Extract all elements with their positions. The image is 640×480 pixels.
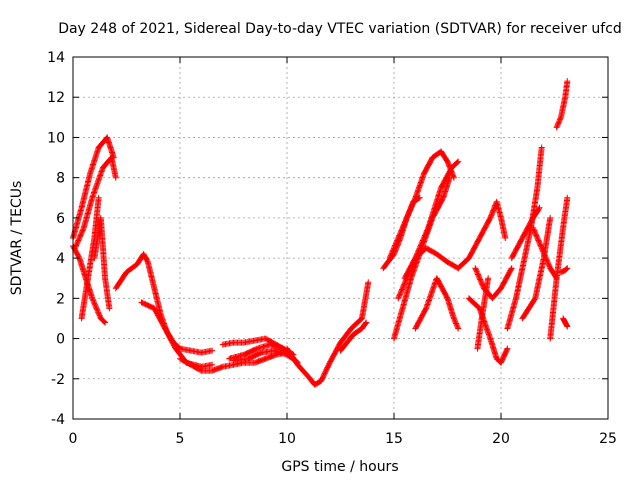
x-tick-label-2: 10 xyxy=(278,431,296,447)
axis-ticks: 0 5 10 15 20 25 -4 -2 0 2 4 6 8 10 12 14 xyxy=(47,50,617,447)
y-tick-label-1: -2 xyxy=(51,372,65,388)
series-t24 xyxy=(474,275,492,352)
y-tick-label-5: 6 xyxy=(56,211,65,227)
x-axis-label: GPS time / hours xyxy=(281,459,398,475)
y-tick-label-9: 14 xyxy=(47,50,65,66)
y-tick-label-7: 10 xyxy=(47,130,65,146)
series-t7 xyxy=(138,299,216,356)
series-t15 xyxy=(386,148,457,262)
y-tick-label-3: 2 xyxy=(56,291,65,307)
x-tick-label-3: 15 xyxy=(385,431,403,447)
x-tick-label-0: 0 xyxy=(69,431,78,447)
series-t4 xyxy=(78,194,102,322)
series-t13 xyxy=(337,319,370,354)
y-tick-label-2: 0 xyxy=(56,332,65,348)
data-points xyxy=(70,78,571,388)
series-t26 xyxy=(508,204,543,262)
x-tick-label-5: 25 xyxy=(599,431,617,447)
series-t23 xyxy=(472,265,515,302)
series-t29 xyxy=(547,194,571,342)
series-t19 xyxy=(412,275,462,332)
series-t20 xyxy=(418,174,453,252)
series-t18 xyxy=(401,245,462,282)
chart-title: Day 248 of 2021, Sidereal Day-to-day VTE… xyxy=(58,21,622,37)
y-tick-label-8: 12 xyxy=(47,90,65,106)
plot-frame xyxy=(72,56,609,420)
series-t28 xyxy=(530,224,560,282)
grid-lines xyxy=(73,57,608,419)
x-tick-label-4: 20 xyxy=(492,431,510,447)
y-tick-label-6: 8 xyxy=(56,171,65,187)
series-t22 xyxy=(465,295,511,366)
series-t32 xyxy=(560,315,571,330)
y-axis-label: SDTVAR / TECUs xyxy=(9,181,25,296)
series-t5 xyxy=(91,214,113,312)
series-t16 xyxy=(391,245,425,342)
x-tick-label-1: 5 xyxy=(176,431,185,447)
series-t12 xyxy=(284,279,372,388)
series-t31 xyxy=(557,265,571,276)
series-t21 xyxy=(455,198,509,272)
y-tick-label-4: 4 xyxy=(56,251,65,267)
series-t30 xyxy=(553,78,571,131)
y-tick-label-0: -4 xyxy=(51,412,65,428)
